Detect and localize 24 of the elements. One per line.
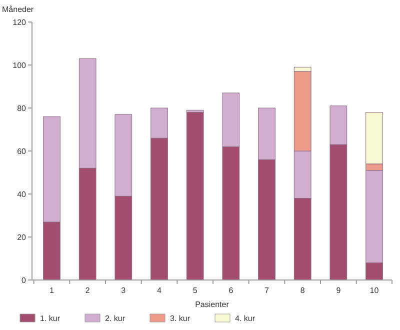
x-tick-label: 8 [300,286,306,295]
y-tick-label: 100 [12,60,27,70]
y-tick-label: 80 [17,104,27,113]
y-axis-title: Måneder [2,5,34,14]
x-tick-label: 5 [192,286,198,295]
legend-label: 1. kur [40,314,60,323]
x-tick-label: 2 [85,286,90,295]
y-tick-label: 20 [17,232,27,242]
x-tick-label: 9 [336,286,342,295]
legend-label: 4. kur [235,314,256,323]
y-tick-label: 0 [22,276,27,285]
x-tick-label: 3 [121,286,126,295]
y-tick-label: 60 [17,146,27,156]
x-tick-label: 1 [50,286,55,295]
x-tick-label: 4 [157,286,162,295]
x-tick-label: 10 [370,286,380,295]
legend-label: 3. kur [170,314,190,323]
y-tick-label: 120 [12,18,27,27]
x-axis-title: Pasienter [195,300,230,309]
x-tick-label: 6 [228,286,234,295]
y-tick-label: 40 [17,190,27,199]
bar [186,112,204,280]
legend-label: 2. kur [105,314,126,323]
x-tick-label: 7 [264,286,270,295]
